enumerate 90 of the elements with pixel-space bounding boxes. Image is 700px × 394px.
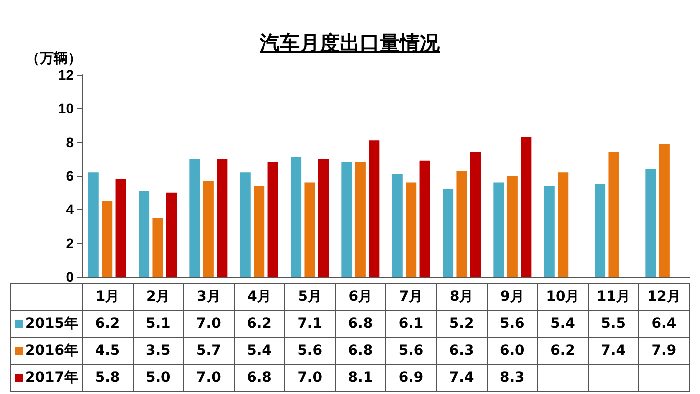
bar — [203, 181, 214, 277]
y-tick-label: 0 — [66, 269, 74, 285]
data-label: 5.4 — [538, 310, 588, 338]
data-label: 6.2 — [82, 310, 134, 338]
y-tick-label: 12 — [58, 67, 74, 83]
data-label: 6.8 — [335, 310, 386, 338]
bar — [420, 160, 430, 277]
bar — [291, 157, 302, 277]
data-label: 4.5 — [82, 338, 134, 364]
data-label: 5.8 — [82, 364, 134, 392]
data-label: 8.3 — [487, 364, 538, 392]
x-tick-label: 2月 — [133, 284, 184, 310]
y-tick-label: 8 — [66, 134, 74, 150]
data-label: 5.6 — [386, 338, 437, 364]
bar — [342, 162, 352, 277]
data-label: 7.4 — [436, 364, 488, 392]
bar — [659, 144, 670, 277]
bar — [456, 170, 468, 277]
data-label: 5.4 — [234, 338, 285, 364]
data-label: 6.0 — [487, 338, 538, 364]
bar — [646, 169, 656, 277]
bar — [355, 162, 366, 277]
bar — [318, 159, 329, 277]
x-tick-label: 1月 — [82, 284, 134, 310]
y-tick-label: 10 — [58, 100, 74, 117]
y-tick-label: 4 — [66, 202, 74, 218]
data-label: 5.7 — [184, 338, 234, 364]
x-tick-label: 10月 — [538, 284, 588, 310]
x-tick-label: 3月 — [184, 284, 234, 310]
x-tick-label: 5月 — [284, 284, 336, 310]
bar — [494, 182, 504, 277]
bar — [595, 184, 606, 277]
data-label: 7.9 — [638, 338, 690, 364]
data-label: 6.8 — [335, 338, 386, 364]
x-tick-label: 8月 — [436, 284, 488, 310]
bar — [88, 172, 99, 277]
legend-label: 2016年 — [10, 338, 82, 364]
data-label: 7.0 — [284, 364, 336, 392]
x-tick-label: 7月 — [386, 284, 437, 310]
bar — [152, 218, 164, 277]
bar — [369, 140, 380, 277]
x-tick-label: 11月 — [588, 284, 639, 310]
data-label: 6.3 — [436, 338, 488, 364]
bar — [217, 159, 228, 277]
data-label: 5.6 — [487, 310, 538, 338]
data-label: 6.9 — [386, 364, 437, 392]
x-tick-label: 4月 — [234, 284, 285, 310]
bar — [521, 137, 532, 277]
x-tick-label: 12月 — [638, 284, 690, 310]
data-label: 6.8 — [234, 364, 285, 392]
bar — [102, 201, 113, 277]
data-label: 7.1 — [284, 310, 336, 338]
bar — [268, 162, 278, 277]
data-label: 7.0 — [184, 364, 234, 392]
data-label: 6.1 — [386, 310, 437, 338]
bar — [406, 182, 417, 277]
bar — [116, 179, 126, 277]
bar — [139, 191, 150, 277]
data-label: 5.1 — [133, 310, 184, 338]
y-tick-label: 2 — [66, 235, 74, 252]
data-label: 7.0 — [184, 310, 234, 338]
data-label: 6.2 — [234, 310, 285, 338]
y-axis-title: （万辆） — [26, 50, 82, 66]
data-label: 5.6 — [284, 338, 336, 364]
data-label: 6.2 — [538, 338, 588, 364]
data-label: 5.2 — [436, 310, 488, 338]
legend-label: 2015年 — [10, 310, 82, 338]
bar — [166, 192, 177, 277]
x-tick-label: 9月 — [487, 284, 538, 310]
bar — [304, 182, 316, 277]
legend-label: 2017年 — [10, 364, 82, 392]
y-tick-label: 6 — [66, 168, 74, 184]
bar — [443, 189, 454, 277]
data-label: 3.5 — [133, 338, 184, 364]
bar — [507, 176, 518, 277]
x-tick-label: 6月 — [335, 284, 386, 310]
data-label: 8.1 — [335, 364, 386, 392]
chart-title: 汽车月度出口量情况 — [260, 31, 440, 55]
bar — [240, 172, 251, 277]
bar — [608, 152, 620, 277]
bar — [470, 152, 481, 277]
bar — [254, 186, 265, 277]
data-label: 5.0 — [133, 364, 184, 392]
bar — [392, 174, 403, 277]
bar — [544, 186, 555, 277]
data-label: 7.4 — [588, 338, 639, 364]
data-label: 6.4 — [638, 310, 690, 338]
bar — [190, 159, 200, 277]
bar — [558, 172, 569, 277]
data-label: 5.5 — [588, 310, 639, 338]
